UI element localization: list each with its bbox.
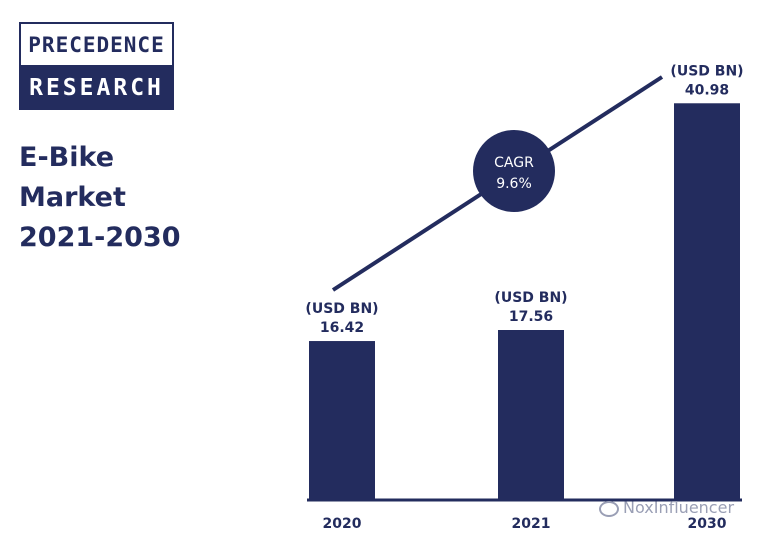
- cagr-label: CAGR: [494, 155, 534, 171]
- unit-label-2020: (USD BN): [305, 301, 378, 317]
- data-label-2021: 17.56: [509, 309, 553, 325]
- title-line-1: E-Bike: [19, 142, 115, 173]
- bars-group: (USD BN) 16.42 2020 (USD BN) 17.56 2021 (USD B…: [305, 63, 743, 532]
- x-tick-2020: 2020: [323, 516, 362, 532]
- unit-label-2030: (USD BN): [670, 63, 743, 79]
- bar-2021: [498, 330, 564, 500]
- page-title: E-Bike Market 2021-2030: [19, 138, 181, 258]
- title-line-3: 2021-2030: [19, 222, 181, 253]
- cagr-badge: [473, 130, 555, 212]
- unit-label-2021: (USD BN): [494, 290, 567, 306]
- x-tick-2021: 2021: [512, 516, 551, 532]
- brand-logo: PRECEDENCE RESEARCH: [19, 22, 174, 110]
- data-label-2030: 40.98: [685, 82, 729, 98]
- title-line-2: Market: [19, 182, 126, 213]
- brand-name-line1: PRECEDENCE: [28, 32, 165, 57]
- brand-logo-top: PRECEDENCE: [19, 22, 174, 67]
- brand-logo-bottom: RESEARCH: [19, 66, 174, 110]
- watermark: NoxInfluencer: [599, 498, 734, 517]
- x-tick-2030: 2030: [688, 516, 727, 532]
- bar-2020: [309, 341, 375, 500]
- chat-bubble-icon: [599, 500, 619, 517]
- watermark-text: NoxInfluencer: [623, 498, 735, 517]
- brand-name-line2: RESEARCH: [29, 75, 164, 101]
- cagr-value: 9.6%: [496, 176, 532, 192]
- data-label-2020: 16.42: [320, 320, 364, 336]
- bar-2030: [674, 103, 740, 501]
